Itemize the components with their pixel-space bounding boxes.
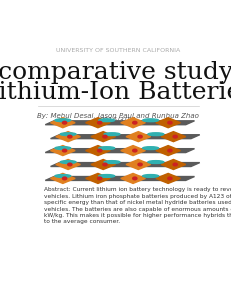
Ellipse shape bbox=[55, 119, 71, 122]
Circle shape bbox=[68, 163, 72, 166]
Circle shape bbox=[103, 135, 107, 138]
Ellipse shape bbox=[104, 133, 120, 136]
Polygon shape bbox=[86, 118, 110, 128]
Polygon shape bbox=[126, 160, 151, 170]
Circle shape bbox=[133, 149, 137, 152]
Circle shape bbox=[173, 135, 177, 138]
Polygon shape bbox=[51, 163, 200, 167]
Circle shape bbox=[97, 122, 102, 124]
Polygon shape bbox=[156, 118, 180, 128]
Polygon shape bbox=[91, 132, 116, 142]
Polygon shape bbox=[86, 146, 110, 156]
Polygon shape bbox=[56, 132, 80, 142]
Ellipse shape bbox=[60, 161, 76, 164]
Text: A comparative study of: A comparative study of bbox=[0, 61, 231, 85]
Polygon shape bbox=[51, 173, 75, 183]
Circle shape bbox=[133, 177, 137, 180]
Polygon shape bbox=[126, 132, 151, 142]
Ellipse shape bbox=[99, 119, 115, 122]
Circle shape bbox=[62, 177, 67, 180]
Circle shape bbox=[62, 149, 67, 152]
Circle shape bbox=[68, 135, 72, 138]
Ellipse shape bbox=[148, 161, 164, 164]
Ellipse shape bbox=[143, 175, 158, 177]
Ellipse shape bbox=[143, 119, 158, 122]
Polygon shape bbox=[91, 160, 116, 170]
Circle shape bbox=[168, 122, 172, 124]
Ellipse shape bbox=[99, 175, 115, 177]
Circle shape bbox=[97, 177, 102, 180]
Text: By: Mehul Desai, Jason Paul and Runhua Zhao: By: Mehul Desai, Jason Paul and Runhua Z… bbox=[37, 113, 199, 119]
Polygon shape bbox=[86, 173, 110, 183]
Ellipse shape bbox=[148, 133, 164, 136]
Circle shape bbox=[168, 177, 172, 180]
Ellipse shape bbox=[55, 175, 71, 177]
Polygon shape bbox=[51, 146, 75, 156]
Polygon shape bbox=[45, 149, 195, 153]
Polygon shape bbox=[156, 146, 180, 156]
Ellipse shape bbox=[55, 147, 71, 149]
Circle shape bbox=[138, 163, 142, 166]
Polygon shape bbox=[51, 118, 75, 128]
Ellipse shape bbox=[143, 147, 158, 149]
Polygon shape bbox=[45, 176, 195, 180]
Circle shape bbox=[138, 135, 142, 138]
Polygon shape bbox=[161, 132, 186, 142]
Ellipse shape bbox=[60, 133, 76, 136]
Ellipse shape bbox=[104, 161, 120, 164]
Text: UNIVERSITY OF SOUTHERN CALIFORNIA: UNIVERSITY OF SOUTHERN CALIFORNIA bbox=[56, 48, 180, 53]
Circle shape bbox=[103, 163, 107, 166]
Text: 2016/3/17: 2016/3/17 bbox=[100, 117, 137, 123]
Polygon shape bbox=[161, 160, 186, 170]
Polygon shape bbox=[121, 118, 145, 128]
Circle shape bbox=[62, 122, 67, 124]
Text: Lithium-Ion Batteries: Lithium-Ion Batteries bbox=[0, 81, 231, 104]
Circle shape bbox=[133, 122, 137, 124]
Polygon shape bbox=[56, 160, 80, 170]
Polygon shape bbox=[45, 121, 195, 125]
Text: Abstract: Current lithium ion battery technology is ready to revolutionize hybri: Abstract: Current lithium ion battery te… bbox=[44, 187, 231, 224]
Polygon shape bbox=[156, 173, 180, 183]
Ellipse shape bbox=[99, 147, 115, 149]
Circle shape bbox=[173, 163, 177, 166]
Circle shape bbox=[97, 149, 102, 152]
Polygon shape bbox=[51, 135, 200, 139]
Circle shape bbox=[168, 149, 172, 152]
Polygon shape bbox=[121, 173, 145, 183]
Polygon shape bbox=[121, 146, 145, 156]
